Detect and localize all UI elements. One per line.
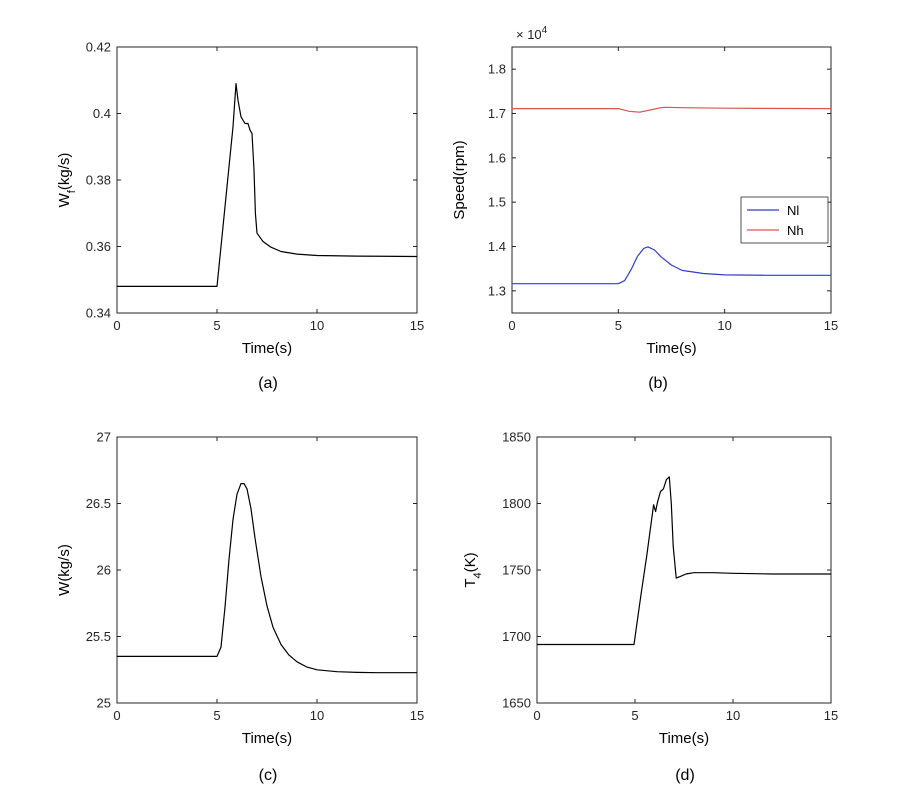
x-tick-label: 0 (113, 708, 120, 723)
y-axis-label-subscript: f (66, 189, 78, 193)
x-tick-label: 15 (410, 318, 424, 333)
panel-b: 0 5 10 15 1.3 1.4 1.5 1.6 1.7 1.8 Time(s) Speed(rpm… (451, 25, 838, 392)
x-tick-label: 5 (615, 318, 622, 333)
x-tick-label: 5 (631, 708, 638, 723)
panel-a: 0 5 10 15 0.34 0.36 0.38 0.4 0.42 Time(s) Wf(kg/s)… (56, 40, 424, 393)
y-tick-label: 27 (97, 430, 111, 445)
y-tick-label: 1.5 (488, 195, 506, 210)
legend-box (740, 196, 829, 244)
y-axis-label-unit: (kg/s) (56, 153, 73, 191)
y-tick-label: 26.5 (86, 496, 111, 511)
y-tick-label: 1650 (502, 696, 531, 711)
y-tick-label: 0.4 (93, 106, 111, 121)
x-tick-label: 10 (717, 318, 731, 333)
y-axis-label-main: W (56, 192, 73, 207)
y-axis-label: T4(K) (462, 552, 484, 587)
x-tick-label: 15 (824, 708, 838, 723)
x-tick-label: 0 (508, 318, 515, 333)
y-tick-label: 1.4 (488, 239, 506, 254)
panel-c: 0 5 10 15 25 25.5 26 26.5 27 Time(s) W(kg/s) (c) (56, 430, 424, 785)
y-tick-label: 1.7 (488, 106, 506, 121)
y-tick-label: 25.5 (86, 629, 111, 644)
x-tick-label: 0 (113, 318, 120, 333)
y-axis-label-unit: (K) (462, 552, 479, 572)
x-axis-label: Time(s) (659, 730, 709, 747)
y-tick-label: 1.8 (488, 62, 506, 77)
series-line-nh (512, 106, 831, 113)
exponent-base: × 10 (516, 27, 542, 42)
y-tick-label: 0.34 (86, 306, 111, 321)
plot-area (116, 436, 418, 704)
x-tick-label: 15 (824, 318, 838, 333)
y-tick-label: 1700 (502, 629, 531, 644)
series-line-wf (117, 82, 417, 287)
y-tick-label: 0.36 (86, 239, 111, 254)
x-tick-label: 10 (310, 708, 324, 723)
y-tick-label: 26 (97, 563, 111, 578)
x-axis-label: Time(s) (242, 340, 292, 357)
panel-caption: (a) (258, 375, 278, 392)
y-tick-label: 1850 (502, 430, 531, 445)
legend-label-nh: Nh (787, 223, 804, 238)
panel-caption: (b) (648, 375, 668, 392)
series-line-w (117, 483, 417, 674)
panel-d: 0 5 10 15 1650 1700 1750 1800 1850 Time(s) T4(K) (d… (462, 430, 838, 785)
x-axis-label: Time(s) (242, 730, 292, 747)
y-tick-label: 0.42 (86, 40, 111, 55)
panel-caption: (c) (259, 767, 278, 784)
x-axis-label: Time(s) (646, 340, 696, 357)
plot-area (536, 436, 832, 704)
panel-caption: (d) (675, 767, 695, 784)
y-axis-label-subscript: 4 (472, 572, 484, 578)
y-tick-label: 1.3 (488, 283, 506, 298)
y-tick-label: 1750 (502, 563, 531, 578)
y-tick-label: 0.38 (86, 173, 111, 188)
y-axis-label: Speed(rpm) (451, 140, 468, 219)
y-axis-label: W(kg/s) (56, 544, 73, 596)
x-tick-label: 5 (213, 708, 220, 723)
exponent-power: 4 (542, 25, 548, 36)
y-tick-label: 25 (97, 696, 111, 711)
y-axis-label-main: T (462, 578, 479, 587)
plot-area (116, 46, 418, 314)
x-tick-label: 10 (310, 318, 324, 333)
legend-label-nl: Nl (787, 203, 799, 218)
y-tick-label: 1.6 (488, 150, 506, 165)
axis-exponent-label: × 104 (516, 25, 548, 42)
y-tick-label: 1800 (502, 496, 531, 511)
series-line-t4 (537, 476, 831, 646)
x-tick-label: 10 (726, 708, 740, 723)
x-tick-label: 0 (533, 708, 540, 723)
plot-area (511, 46, 832, 314)
y-axis-label: Wf(kg/s) (56, 153, 78, 208)
x-tick-label: 15 (410, 708, 424, 723)
series-line-nl (512, 246, 831, 285)
x-tick-label: 5 (213, 318, 220, 333)
